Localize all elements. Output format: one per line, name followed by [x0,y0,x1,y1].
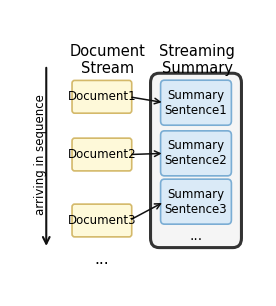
FancyBboxPatch shape [72,204,132,237]
Text: arriving in sequence: arriving in sequence [34,94,47,215]
Text: Document
Stream: Document Stream [69,44,145,76]
Text: ...: ... [95,252,109,267]
Text: Streaming
Summary: Streaming Summary [159,44,235,76]
FancyBboxPatch shape [161,131,231,176]
FancyBboxPatch shape [72,80,132,113]
Text: Document1: Document1 [68,90,136,103]
FancyBboxPatch shape [161,179,231,224]
Text: Summary
Sentence3: Summary Sentence3 [165,188,227,216]
FancyBboxPatch shape [161,80,231,125]
Text: Document2: Document2 [68,148,136,161]
Text: Summary
Sentence2: Summary Sentence2 [164,139,227,167]
Text: Document3: Document3 [68,214,136,227]
Text: ...: ... [189,229,203,243]
FancyBboxPatch shape [150,73,242,248]
FancyBboxPatch shape [72,138,132,171]
Text: Summary
Sentence1: Summary Sentence1 [164,89,227,117]
